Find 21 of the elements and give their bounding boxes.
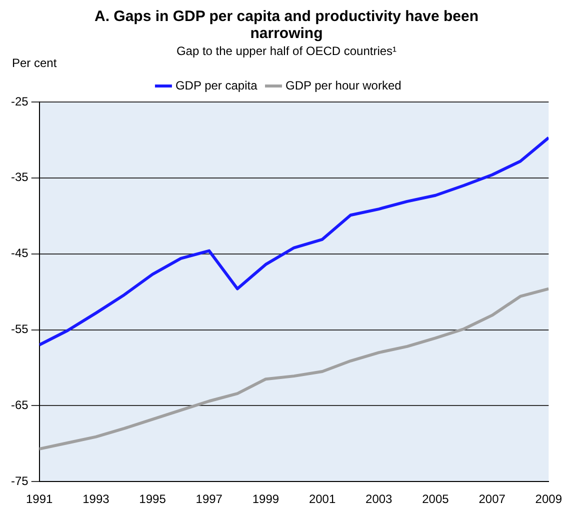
- chart-subtitle: Gap to the upper half of OECD countries¹: [176, 44, 397, 58]
- y-tick-label: -65: [11, 398, 29, 412]
- x-tick-label: 1991: [26, 492, 54, 506]
- x-tick-label: 1997: [196, 492, 223, 506]
- y-tick-label: -75: [11, 474, 29, 488]
- x-tick-label: 1995: [139, 492, 166, 506]
- x-tick-label: 2001: [308, 492, 336, 506]
- legend-label: GDP per capita: [175, 78, 258, 92]
- x-tick-label: 2005: [422, 492, 450, 506]
- x-tick-label: 2007: [478, 492, 506, 506]
- y-tick-label: -55: [11, 322, 29, 336]
- y-tick-label: -45: [11, 246, 29, 260]
- legend-label: GDP per hour worked: [285, 78, 402, 92]
- x-tick-label: 2009: [535, 492, 562, 506]
- y-tick-label: -35: [11, 170, 29, 184]
- x-tick-label: 1999: [252, 492, 280, 506]
- y-axis-title: Per cent: [12, 56, 57, 70]
- y-tick-label: -25: [11, 94, 29, 108]
- x-tick-label: 2003: [366, 492, 393, 506]
- chart-title: A. Gaps in GDP per capita and productivity have been narrowing: [94, 8, 480, 42]
- x-tick-label: 1993: [82, 492, 110, 506]
